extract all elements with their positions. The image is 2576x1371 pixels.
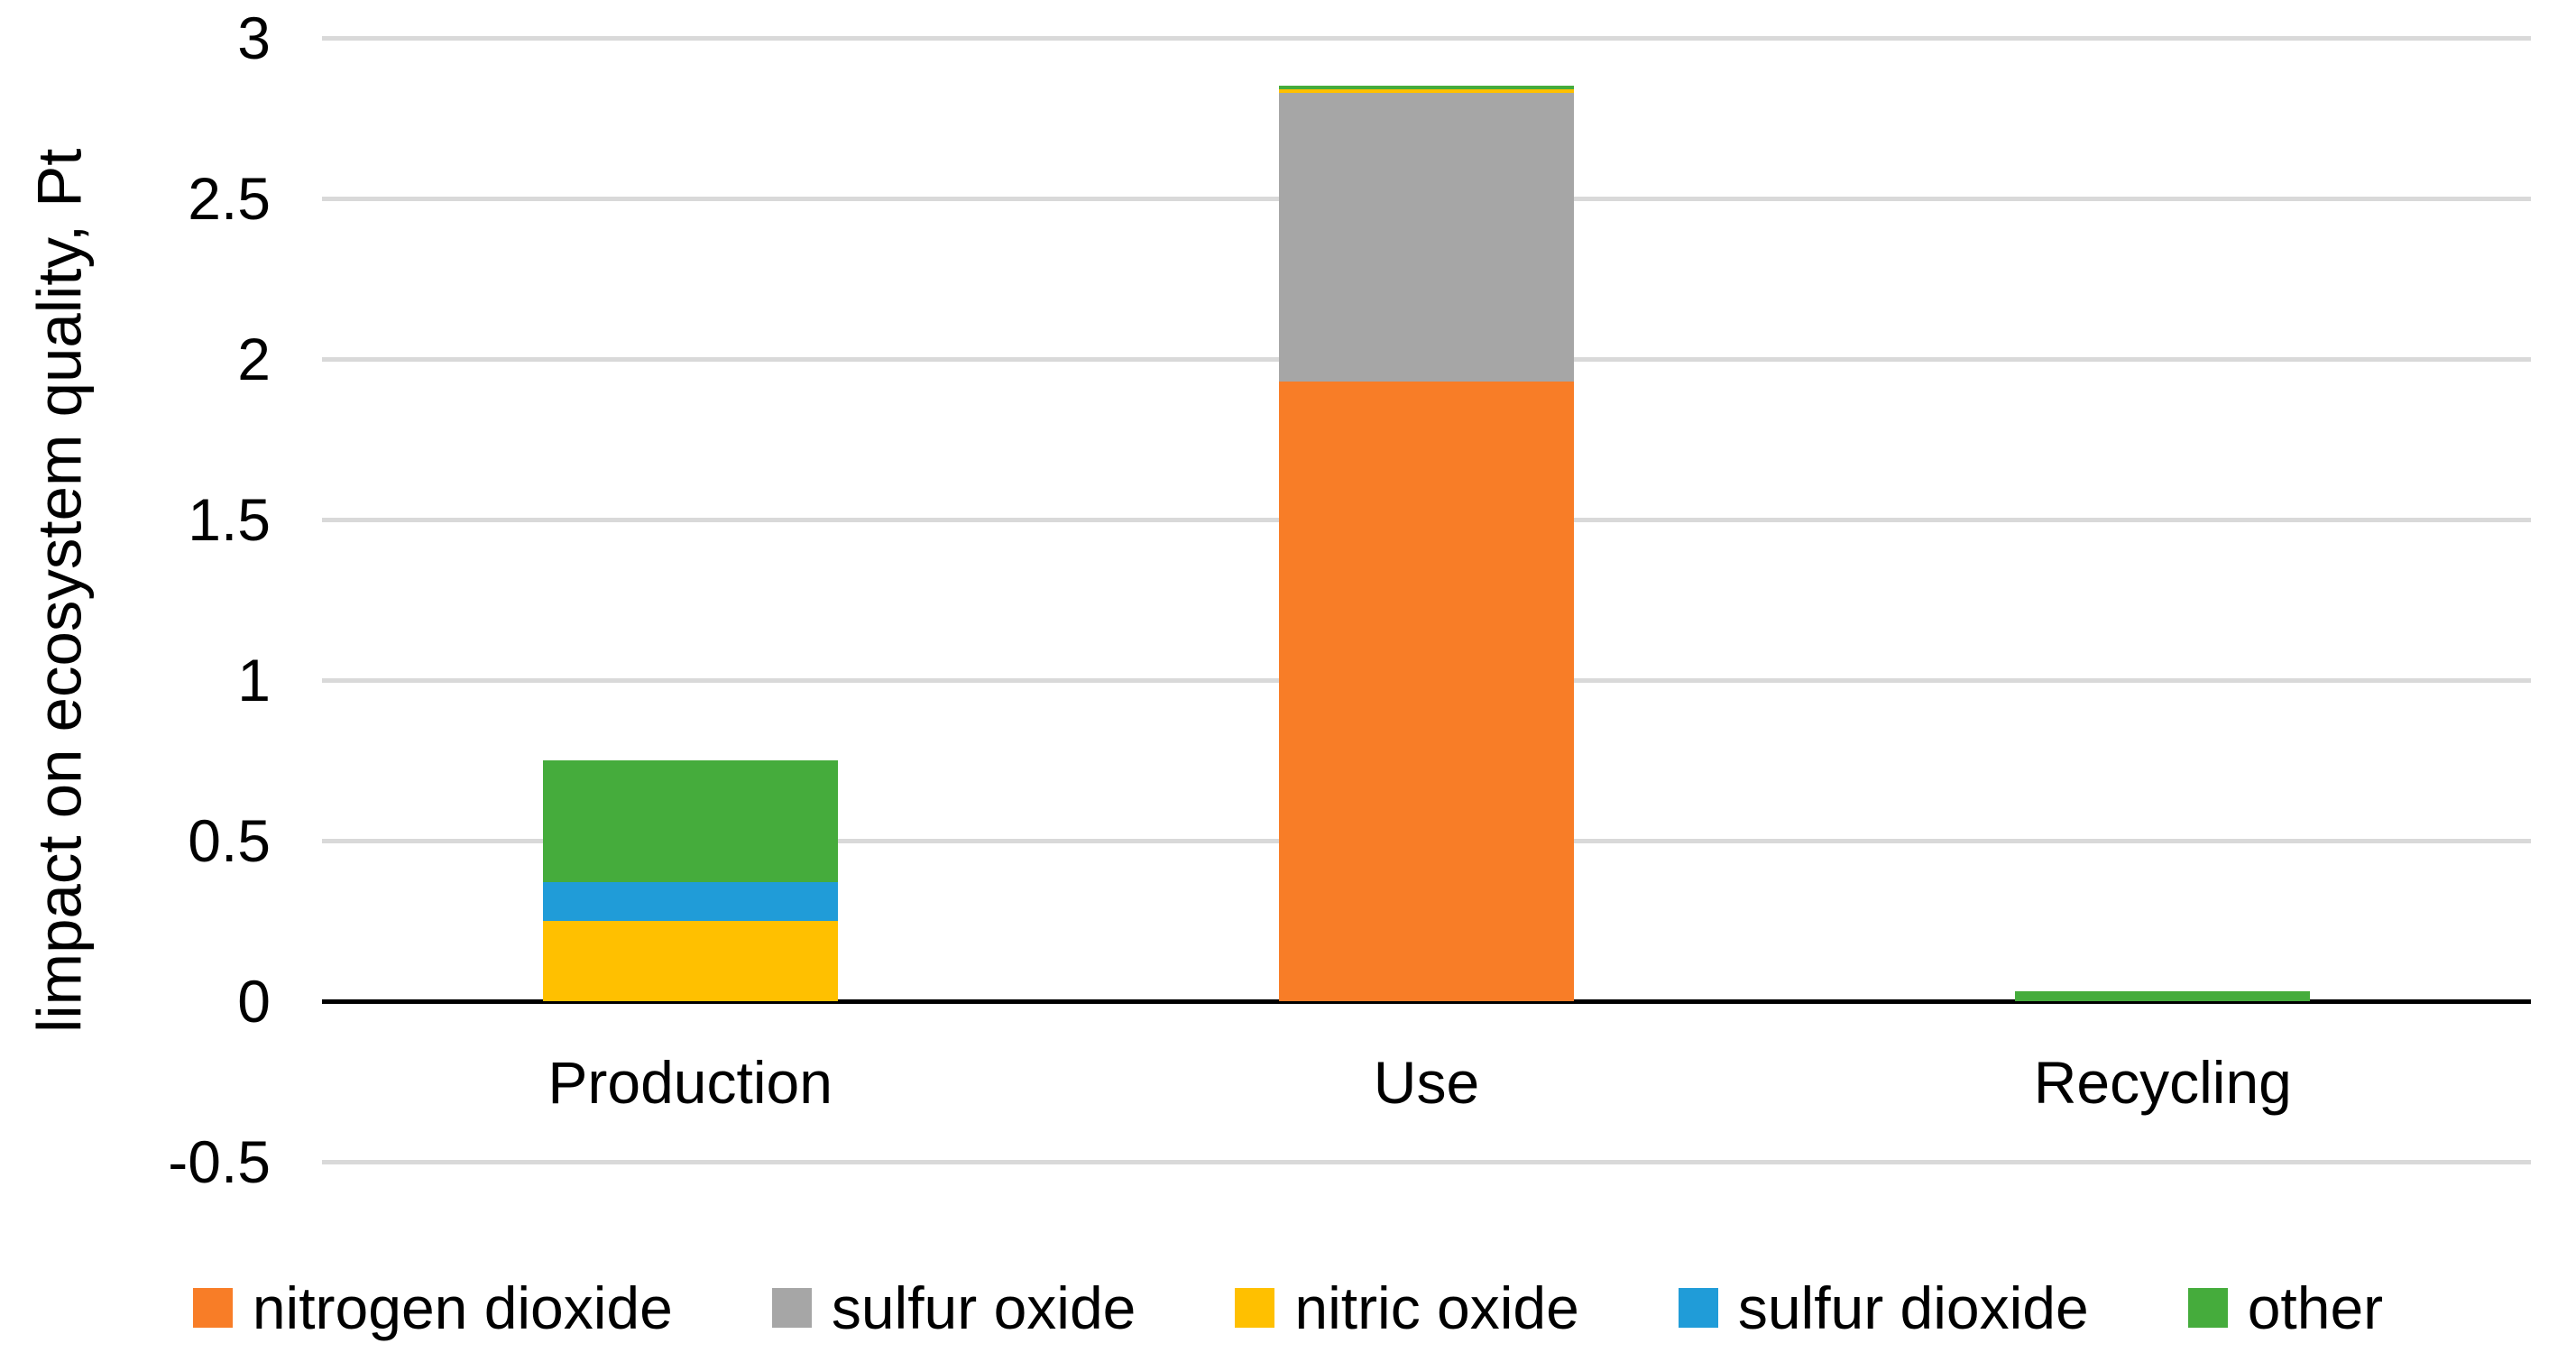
legend-item-sulfur-oxide: sulfur oxide: [771, 1274, 1136, 1342]
y-tick-label-0.5: 0.5: [188, 807, 271, 874]
y-tick-label-0: 0: [237, 968, 271, 1035]
category-label-use: Use: [1373, 1049, 1480, 1116]
bar-segment-production-sulfur-dioxide: [542, 882, 838, 921]
y-tick-label-2: 2: [237, 326, 271, 392]
bar-segment-use-nitric-oxide: [1279, 88, 1574, 93]
bar-segment-recycling-other: [2015, 991, 2311, 1001]
bar-segment-use-nitrogen-dioxide: [1279, 381, 1574, 1001]
bar-segment-use-other: [1279, 86, 1574, 89]
y-tick-label-1.5: 1.5: [188, 486, 271, 553]
legend: nitrogen dioxide sulfur oxide nitric oxide…: [0, 1270, 2576, 1346]
legend-swatch-sulfur-oxide: [771, 1288, 812, 1328]
category-label-recycling: Recycling: [2033, 1049, 2292, 1116]
bar-segment-production-other: [542, 760, 838, 883]
legend-label-nitrogen-dioxide: nitrogen dioxide: [252, 1274, 673, 1341]
bar-segment-use-sulfur-oxide: [1279, 92, 1574, 382]
legend-label-other: other: [2247, 1274, 2384, 1341]
gridline--0.5: [322, 1159, 2531, 1164]
y-tick-label-3: 3: [237, 5, 271, 71]
legend-label-sulfur-dioxide: sulfur dioxide: [1737, 1274, 2089, 1341]
y-tick-label-1: 1: [237, 647, 271, 713]
y-tick-label-2.5: 2.5: [188, 165, 271, 232]
legend-swatch-other: [2187, 1288, 2228, 1328]
legend-item-sulfur-dioxide: sulfur dioxide: [1678, 1274, 2089, 1342]
zero-axis-line: [322, 998, 2531, 1004]
gridline-3: [322, 35, 2531, 41]
category-label-production: Production: [547, 1049, 833, 1116]
legend-item-nitrogen-dioxide: nitrogen dioxide: [192, 1274, 673, 1342]
legend-swatch-nitrogen-dioxide: [192, 1288, 233, 1328]
legend-item-other: other: [2187, 1274, 2384, 1342]
legend-swatch-sulfur-dioxide: [1678, 1288, 1718, 1328]
legend-swatch-nitric-oxide: [1235, 1288, 1275, 1328]
legend-label-nitric-oxide: nitric oxide: [1294, 1274, 1579, 1341]
legend-item-nitric-oxide: nitric oxide: [1235, 1274, 1579, 1342]
legend-label-sulfur-oxide: sulfur oxide: [831, 1274, 1136, 1341]
bar-segment-production-nitric-oxide: [542, 921, 838, 1001]
y-tick-label--0.5: -0.5: [168, 1128, 271, 1195]
